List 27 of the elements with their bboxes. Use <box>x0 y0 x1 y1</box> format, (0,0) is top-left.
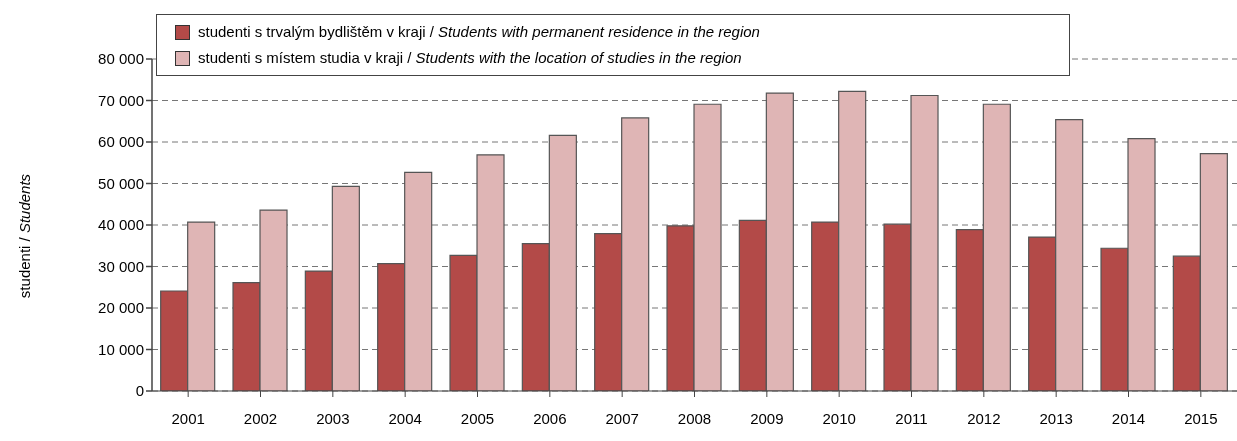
y-tick-label: 60 000 <box>98 133 144 151</box>
x-tick-label: 2001 <box>171 409 205 427</box>
x-tick-label: 2002 <box>243 409 278 427</box>
x-tick-label: 2004 <box>388 409 422 427</box>
x-tick-label: 2015 <box>1184 409 1218 427</box>
y-tick-label: 20 000 <box>98 299 144 317</box>
y-tick-label: 40 000 <box>98 216 144 234</box>
x-tick-label: 2003 <box>316 409 350 427</box>
x-tick-label: 2012 <box>967 409 1001 427</box>
y-tick-label: 70 000 <box>98 91 144 109</box>
x-tick-label: 2007 <box>605 409 639 427</box>
y-axis-title: studenti / Students <box>16 173 33 299</box>
x-tick-label: 2008 <box>677 409 712 427</box>
x-tick-label: 2005 <box>460 409 495 427</box>
x-tick-label: 2010 <box>822 409 856 427</box>
x-tick-label: 2014 <box>1111 409 1146 427</box>
x-tick-label: 2013 <box>1039 409 1073 427</box>
y-tick-label: 80 000 <box>98 50 144 68</box>
legend-label: studenti s místem studia v kraji / Students with the location of studies in the region <box>198 48 742 68</box>
y-tick-label: 30 000 <box>98 257 144 275</box>
y-tick-label: 0 <box>135 382 144 400</box>
y-tick-label: 10 000 <box>98 340 144 358</box>
y-tick-label: 50 000 <box>98 174 144 192</box>
x-tick-label: 2009 <box>750 409 784 427</box>
x-tick-label: 2006 <box>533 409 567 427</box>
x-tick-label: 2011 <box>895 409 928 427</box>
legend-label: studenti s trvalým bydlištěm v kraji / Students with permanent residence in the region <box>198 22 760 42</box>
